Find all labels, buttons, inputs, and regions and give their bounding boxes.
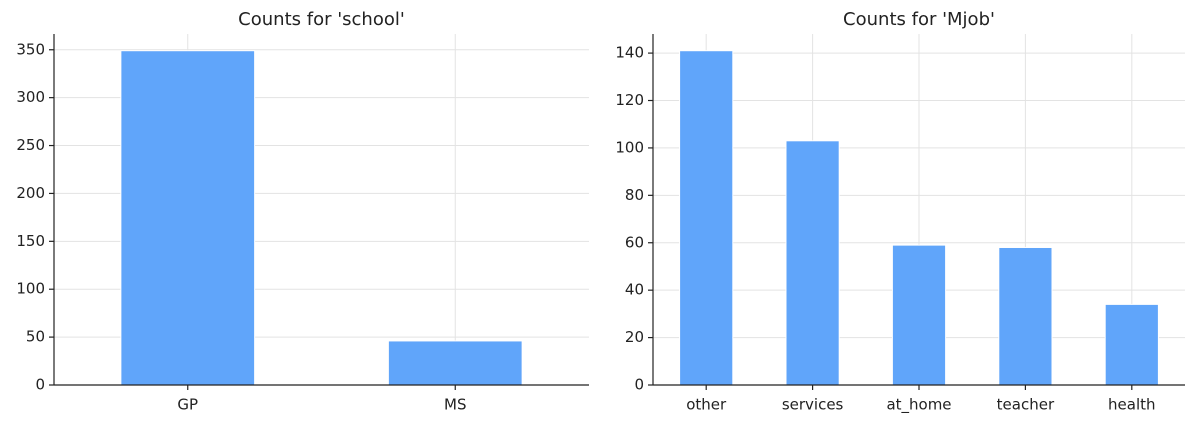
y-tick-label: 100 [16,280,45,298]
bar [679,50,734,386]
y-tick-label: 60 [625,233,644,251]
y-tick-label: 20 [625,328,644,346]
chart-title: Counts for 'Mjob' [843,9,995,30]
y-tick-label: 140 [615,44,644,62]
y-tick-label: 300 [16,88,45,106]
y-tick-label: 40 [625,281,644,299]
y-tick-label: 200 [16,184,45,202]
y-tick-label: 120 [615,91,644,109]
x-tick-label: MS [444,396,466,414]
x-tick-label: teacher [997,396,1055,414]
bar [1104,303,1159,386]
y-tick-label: 250 [16,136,45,154]
bar [120,50,256,386]
y-tick-label: 80 [625,186,644,204]
bar [891,244,947,386]
x-tick-label: at_home [886,396,951,415]
y-tick-label: 0 [634,376,644,394]
bar [785,140,840,386]
y-tick-label: 0 [35,376,45,394]
x-tick-label: other [686,396,727,414]
x-tick-label: GP [177,396,198,414]
y-tick-label: 100 [615,138,644,156]
y-tick-label: 150 [16,232,45,250]
chart-title: Counts for 'school' [238,9,405,30]
bar [998,246,1053,386]
x-tick-label: services [782,396,844,414]
y-tick-label: 50 [26,328,45,346]
y-tick-label: 350 [16,40,45,58]
bar [387,340,523,386]
x-tick-label: health [1108,396,1155,414]
